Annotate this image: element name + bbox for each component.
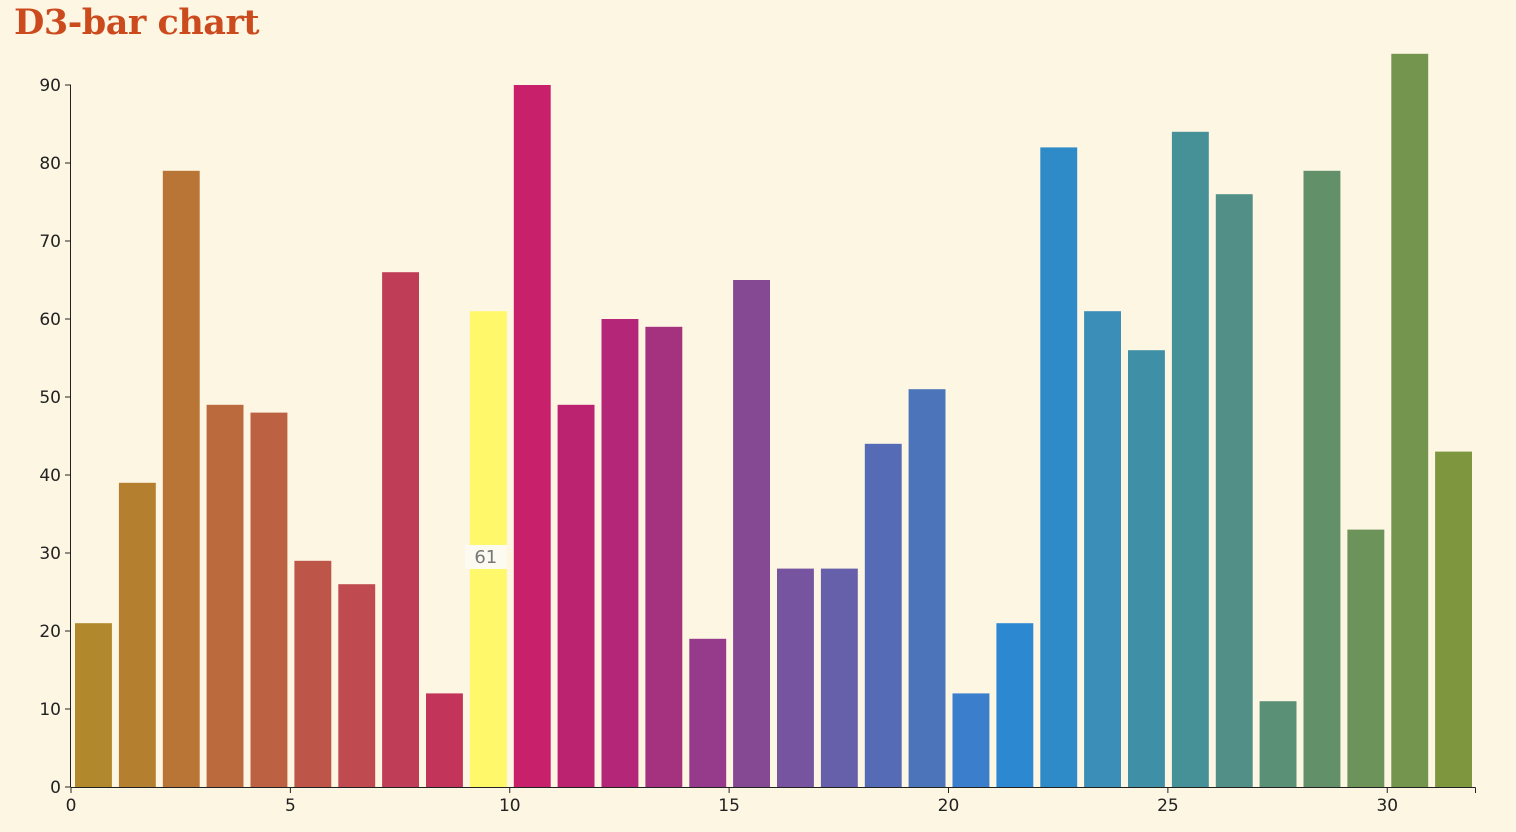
bar-1[interactable]: [118, 482, 156, 787]
x-tick-label-10: 10: [499, 796, 521, 816]
y-tick-label-80: 80: [39, 154, 61, 174]
bar-20[interactable]: [952, 693, 990, 787]
bar-13[interactable]: [645, 326, 683, 787]
bar-27[interactable]: [1259, 701, 1297, 787]
x-tick-label-30: 30: [1376, 796, 1398, 816]
bar-23[interactable]: [1084, 311, 1121, 787]
bar-8[interactable]: [426, 693, 463, 787]
y-tick-label-40: 40: [39, 466, 61, 486]
tooltip-box: [464, 545, 507, 569]
bar-2[interactable]: [162, 170, 200, 788]
y-tick-label-10: 10: [39, 700, 61, 720]
bar-14[interactable]: [689, 638, 727, 787]
bar-6[interactable]: [338, 584, 376, 787]
bar-16[interactable]: [777, 568, 814, 787]
bar-11[interactable]: [557, 404, 595, 787]
chart-title: D3-bar chart: [14, 2, 260, 43]
bar-3[interactable]: [206, 404, 244, 787]
bar-30[interactable]: [1391, 53, 1429, 788]
x-tick-label-15: 15: [718, 796, 740, 816]
bar-26[interactable]: [1215, 194, 1253, 787]
bar-4[interactable]: [250, 412, 288, 787]
tooltip-value: 61: [474, 547, 497, 568]
x-tick-label-0: 0: [66, 796, 77, 816]
bar-18[interactable]: [864, 443, 902, 787]
bar-19[interactable]: [908, 389, 946, 787]
y-tick-label-20: 20: [39, 622, 61, 642]
bar-0[interactable]: [75, 623, 112, 787]
y-tick-label-90: 90: [39, 76, 61, 96]
bar-10[interactable]: [513, 85, 551, 787]
bar-12[interactable]: [601, 319, 639, 787]
bar-29[interactable]: [1347, 529, 1385, 787]
y-tick-label-70: 70: [39, 232, 61, 252]
bar-5[interactable]: [294, 560, 332, 787]
bar-28[interactable]: [1303, 170, 1341, 788]
x-tick-label-20: 20: [938, 796, 960, 816]
bar-7[interactable]: [382, 272, 419, 787]
x-tick-label-5: 5: [285, 796, 296, 816]
bar-25[interactable]: [1171, 131, 1209, 788]
y-tick-label-50: 50: [39, 388, 61, 408]
y-tick-label-30: 30: [39, 544, 61, 564]
bar-15[interactable]: [733, 280, 770, 787]
bar-24[interactable]: [1128, 350, 1165, 787]
bar-17[interactable]: [820, 568, 858, 787]
bar-22[interactable]: [1040, 147, 1078, 787]
y-tick-label-60: 60: [39, 310, 61, 330]
y-tick-label-0: 0: [50, 778, 61, 798]
x-tick-label-25: 25: [1157, 796, 1179, 816]
bar-31[interactable]: [1435, 451, 1472, 787]
bar-21[interactable]: [996, 623, 1034, 787]
